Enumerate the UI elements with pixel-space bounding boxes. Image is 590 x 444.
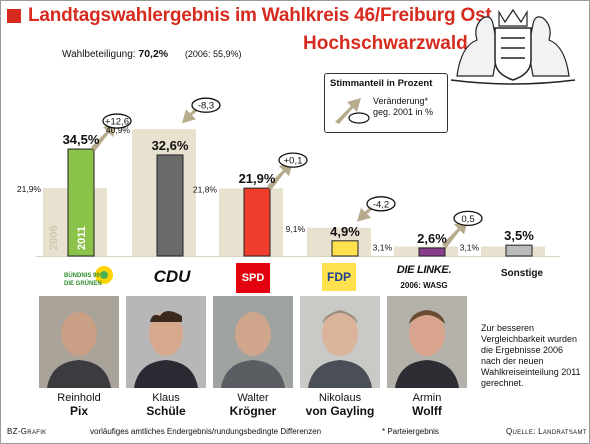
candidate-first: Klaus (152, 392, 180, 404)
footer-source: Quelle: Landratsamt (506, 427, 587, 436)
candidate-kroegner: Walter Krögner (208, 392, 298, 419)
value-label-2011: 3,5% (504, 228, 534, 243)
bar-2011 (156, 154, 184, 257)
chart-legend: Stimmanteil in Prozent Veränderung* geg.… (324, 73, 448, 133)
value-label-2011: 4,9% (330, 224, 360, 239)
legend-change-icon (335, 98, 370, 124)
turnout-previous: (2006: 55,9%) (184, 49, 242, 59)
coat-of-arms-icon (450, 8, 576, 85)
spd-logo: SPD (236, 263, 270, 293)
page-subtitle: Hochschwarzwald (303, 33, 468, 54)
candidate-first: Nikolaus (318, 392, 362, 404)
value-label-2006: 40,9% (106, 125, 131, 135)
candidate-last: Wolff (412, 404, 442, 418)
series-2006 (36, 129, 560, 257)
bar-2011 (418, 247, 446, 257)
value-label-2006: 21,8% (193, 184, 218, 194)
value-label-2006: 3,1% (460, 242, 480, 252)
value-label-2011: 21,9% (239, 171, 276, 186)
footer-note: * Parteiergebnis (382, 427, 439, 436)
photo-kroegner (213, 296, 293, 388)
person-icon (126, 296, 206, 388)
change-label: -8,3 (198, 101, 214, 112)
change-arrow-up (442, 220, 468, 249)
value-label-2011: 34,5% (63, 132, 100, 147)
turnout-label: Wahlbeteiligung: (62, 49, 136, 60)
candidate-schuele: Klaus Schüle (121, 392, 211, 419)
candidate-first: Walter (237, 392, 269, 404)
sonstige-label: Sonstige (500, 267, 544, 279)
title-marker (7, 9, 21, 23)
person-icon (39, 296, 119, 388)
change-bubble (102, 113, 132, 129)
candidate-first: Reinhold (57, 392, 101, 404)
candidate-wolff: Armin Wolff (382, 392, 472, 419)
value-label-2011: 2,6% (417, 231, 447, 246)
change-arrow-up (267, 162, 293, 191)
page-title: Landtagswahlergebnis im Wahlkreis 46/Fre… (28, 5, 492, 26)
linke-sub: 2006: WASG (400, 280, 448, 290)
candidate-last: von Gayling (305, 404, 375, 418)
person-icon (387, 296, 467, 388)
legend-header: Stimmanteil in Prozent (330, 78, 433, 89)
bar-2011 (505, 244, 533, 257)
footer-credit: BZ-Grafik (7, 427, 47, 436)
change-bubble (278, 152, 308, 168)
change-label: 0,5 (461, 214, 474, 225)
gruene-text2: DIE GRÜNEN (64, 280, 102, 287)
candidate-last: Krögner (229, 404, 277, 418)
change-bubbles: +12,6 -8,3 +0,1 -4,2 0,5 (102, 97, 483, 227)
footer-disclaimer: vorläufiges amtliches Endergebnis/rundun… (90, 427, 322, 436)
candidate-last: Schüle (146, 404, 186, 418)
bar-labels: 34,5% 21,9% 32,6% 40,9% 21,9% 21,8% 4,9% 9,1% 2,… (17, 125, 534, 252)
fdp-logo: FDP (322, 263, 356, 291)
change-arrow-up (91, 123, 117, 152)
person-icon (213, 296, 293, 388)
photo-von-gayling (300, 296, 380, 388)
gruene-text1: BÜNDNIS 90 (64, 272, 100, 279)
sunflower-icon: BÜNDNIS 90 DIE GRÜNEN (64, 266, 113, 287)
change-label: +0,1 (284, 156, 303, 167)
photo-wolff (387, 296, 467, 388)
legend-change-line2: geg. 2001 in % (373, 107, 434, 117)
candidate-first: Armin (412, 392, 442, 404)
change-bubble (366, 196, 396, 212)
candidate-last: Pix (69, 404, 88, 418)
value-label-2006: 21,9% (17, 184, 42, 194)
change-bubble (191, 97, 221, 113)
turnout: Wahlbeteiligung: 70,2% (2006: 55,9%) (62, 48, 241, 60)
legend-change-line1: Veränderung* (373, 96, 429, 106)
bar-2011 (331, 240, 359, 257)
cdu-logo: CDU (153, 267, 191, 286)
change-label: -4,2 (373, 199, 389, 210)
person-icon (300, 296, 380, 388)
year-label-2011: 2011 (76, 226, 88, 250)
photo-pix (39, 296, 119, 388)
value-label-2006: 9,1% (286, 224, 306, 234)
value-label-2011: 32,6% (152, 138, 189, 153)
linke-logo: DIE LINKE. (396, 264, 452, 276)
change-label: +12,6 (105, 117, 129, 128)
comparability-note: Zur besseren Vergleichbarkeit wurden die… (481, 323, 581, 388)
bar-2011 (243, 187, 271, 257)
year-label-2006: 2006 (48, 226, 60, 250)
series-2011 (67, 148, 533, 257)
legend-change-label: Veränderung* geg. 2001 in % (373, 96, 449, 118)
candidate-von-gayling: Nikolaus von Gayling (295, 392, 385, 419)
photo-schuele (126, 296, 206, 388)
bar-2011 (67, 148, 95, 257)
candidate-pix: Reinhold Pix (34, 392, 124, 419)
gruene-logo: BÜNDNIS 90 DIE GRÜNEN (62, 263, 118, 293)
value-label-2006: 3,1% (373, 242, 393, 252)
change-bubble (453, 210, 483, 227)
turnout-value: 70,2% (138, 48, 169, 60)
